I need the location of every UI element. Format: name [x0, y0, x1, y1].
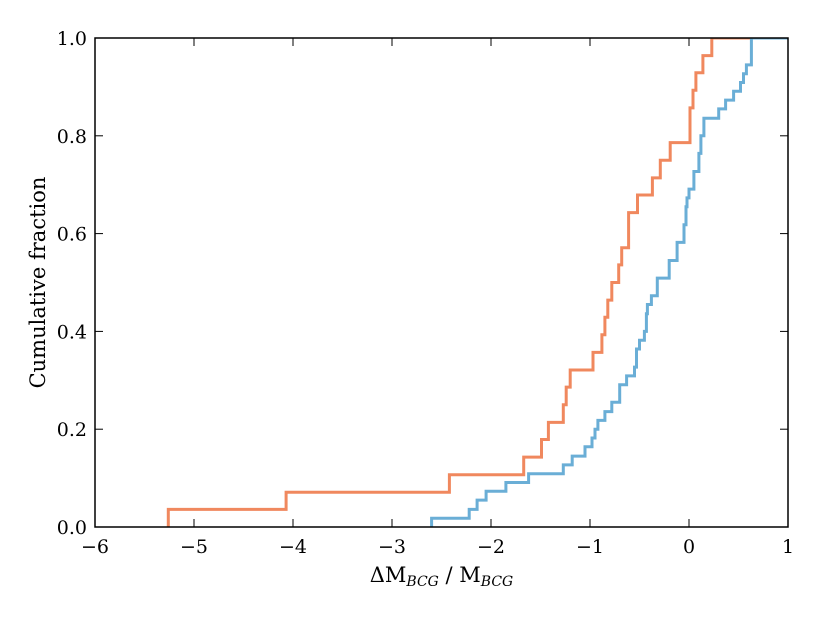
x-tick-label: −2	[477, 536, 505, 558]
x-tick-label: −5	[180, 536, 208, 558]
x-tick-label: −3	[378, 536, 406, 558]
y-tick-label: 0.4	[57, 321, 87, 343]
y-tick-label: 0.8	[57, 126, 87, 148]
x-tick-label: 0	[683, 536, 695, 558]
series-line-2	[430, 38, 788, 527]
y-tick-label: 1.0	[57, 28, 87, 50]
plot-series	[166, 38, 788, 527]
y-tick-label: 0.6	[57, 224, 87, 246]
x-tick-label: −6	[81, 536, 109, 558]
y-tick-label: 0.0	[57, 517, 87, 539]
x-tick-label: 1	[782, 536, 794, 558]
y-tick-label: 0.2	[57, 419, 87, 441]
x-tick-label: −1	[576, 536, 604, 558]
series-line-1	[166, 38, 754, 527]
x-axis-label: ΔMBCG / MBCG	[370, 563, 514, 590]
axes-frame	[94, 37, 789, 528]
y-axis-label: Cumulative fraction	[26, 177, 50, 389]
axis-tick-labels: −6 −5 −4 −3 −2 −1 0 1 0.0 0.2 0.4 0.6 0.8 1.0	[57, 28, 794, 558]
x-tick-label: −4	[279, 536, 307, 558]
axis-ticks	[94, 37, 789, 528]
